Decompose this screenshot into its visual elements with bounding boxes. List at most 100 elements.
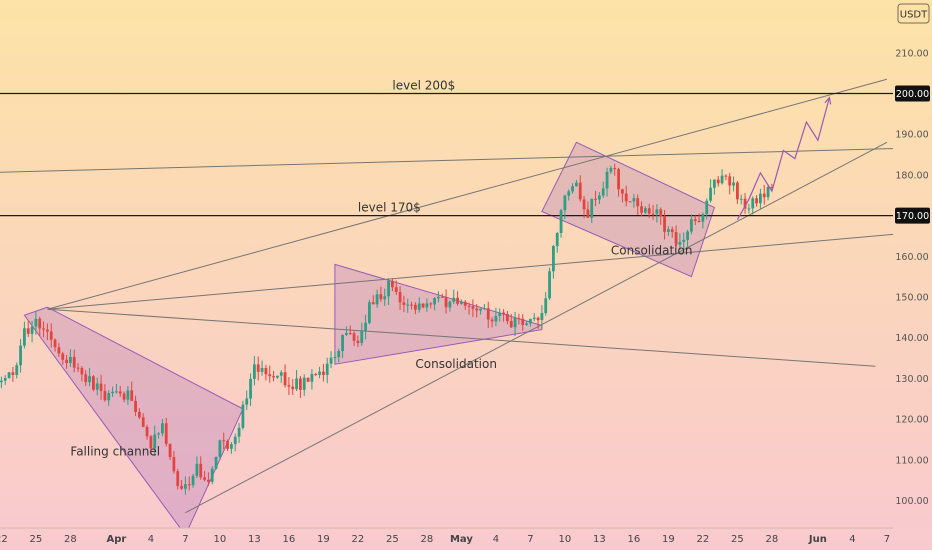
candle[interactable] — [651, 204, 655, 220]
candle[interactable] — [314, 372, 318, 376]
candle[interactable] — [34, 311, 38, 335]
candle[interactable] — [394, 280, 398, 295]
candle[interactable] — [103, 384, 107, 402]
candle[interactable] — [276, 375, 279, 379]
candle[interactable] — [548, 267, 551, 300]
candle[interactable] — [191, 473, 195, 488]
candle[interactable] — [463, 299, 467, 310]
candle[interactable] — [609, 165, 613, 174]
candle[interactable] — [230, 442, 233, 454]
candle[interactable] — [659, 207, 663, 225]
candle[interactable] — [11, 366, 15, 382]
candle[interactable] — [49, 323, 53, 348]
candle[interactable] — [414, 302, 417, 315]
candle[interactable] — [444, 289, 448, 314]
candle[interactable] — [210, 466, 214, 485]
candle[interactable] — [72, 349, 76, 373]
candle[interactable] — [494, 307, 498, 326]
candle[interactable] — [241, 400, 245, 430]
candle[interactable] — [705, 198, 709, 220]
candle[interactable] — [452, 289, 456, 304]
candle[interactable] — [76, 363, 80, 373]
candle[interactable] — [663, 210, 666, 240]
candle[interactable] — [249, 373, 252, 407]
candle[interactable] — [509, 314, 513, 329]
candle[interactable] — [141, 413, 145, 428]
candle[interactable] — [621, 188, 624, 203]
candle[interactable] — [624, 185, 628, 207]
candle[interactable] — [7, 371, 11, 379]
candle[interactable] — [299, 375, 302, 398]
price-label-170[interactable]: 170.00 — [895, 207, 930, 224]
candle[interactable] — [134, 395, 137, 416]
candle[interactable] — [341, 334, 344, 359]
candle[interactable] — [57, 342, 61, 357]
candle[interactable] — [356, 335, 360, 348]
candle[interactable] — [647, 203, 651, 218]
candle[interactable] — [582, 196, 586, 219]
candle[interactable] — [755, 194, 758, 207]
candle[interactable] — [732, 176, 735, 192]
candle[interactable] — [214, 456, 218, 470]
candle[interactable] — [161, 418, 164, 437]
candle[interactable] — [398, 286, 402, 310]
candle[interactable] — [594, 190, 597, 207]
currency-badge[interactable]: USDT — [897, 3, 930, 24]
candle[interactable] — [80, 365, 84, 382]
candle[interactable] — [720, 169, 724, 185]
candle[interactable] — [655, 204, 659, 223]
candle[interactable] — [632, 193, 636, 208]
candle[interactable] — [532, 313, 536, 322]
candle[interactable] — [713, 179, 716, 195]
candle[interactable] — [479, 308, 482, 315]
candle[interactable] — [429, 302, 433, 309]
candle[interactable] — [302, 374, 306, 396]
candle[interactable] — [295, 369, 298, 392]
candle[interactable] — [283, 364, 287, 388]
candle[interactable] — [264, 364, 268, 381]
candle[interactable] — [605, 167, 609, 197]
candle[interactable] — [682, 232, 686, 251]
candle[interactable] — [379, 286, 383, 302]
candle[interactable] — [739, 194, 743, 205]
candle[interactable] — [333, 352, 337, 363]
candle[interactable] — [747, 203, 751, 214]
y-axis[interactable]: USDT 100.00 110.00 120.00 130.00 140.00 150.0… — [893, 0, 932, 550]
candle[interactable] — [555, 232, 559, 253]
candle[interactable] — [521, 314, 525, 331]
candle[interactable] — [483, 304, 486, 310]
candle[interactable] — [253, 356, 256, 386]
candle[interactable] — [540, 305, 544, 329]
candle[interactable] — [517, 313, 521, 325]
candle[interactable] — [724, 174, 728, 181]
candle[interactable] — [686, 229, 689, 248]
candle[interactable] — [272, 370, 275, 382]
candle[interactable] — [709, 179, 712, 203]
candle[interactable] — [207, 472, 210, 486]
candle[interactable] — [360, 322, 364, 346]
candle[interactable] — [387, 278, 390, 306]
candle[interactable] — [325, 357, 329, 384]
candle[interactable] — [590, 198, 594, 223]
candle[interactable] — [667, 226, 670, 236]
candle[interactable] — [674, 225, 678, 249]
candle[interactable] — [352, 331, 356, 346]
candle[interactable] — [92, 374, 95, 392]
candle[interactable] — [107, 390, 111, 406]
candle[interactable] — [348, 325, 352, 335]
candle[interactable] — [601, 181, 605, 198]
candle[interactable] — [410, 301, 413, 310]
candle[interactable] — [345, 326, 348, 336]
candle[interactable] — [471, 299, 475, 317]
candle[interactable] — [237, 422, 241, 443]
candle[interactable] — [256, 356, 260, 381]
candle[interactable] — [736, 181, 739, 204]
candle[interactable] — [502, 309, 505, 322]
candle[interactable] — [728, 172, 732, 195]
candle[interactable] — [578, 175, 582, 202]
candle[interactable] — [536, 316, 540, 329]
candle[interactable] — [525, 320, 528, 326]
candle[interactable] — [701, 212, 705, 229]
candle[interactable] — [467, 302, 471, 315]
candle[interactable] — [38, 316, 42, 336]
